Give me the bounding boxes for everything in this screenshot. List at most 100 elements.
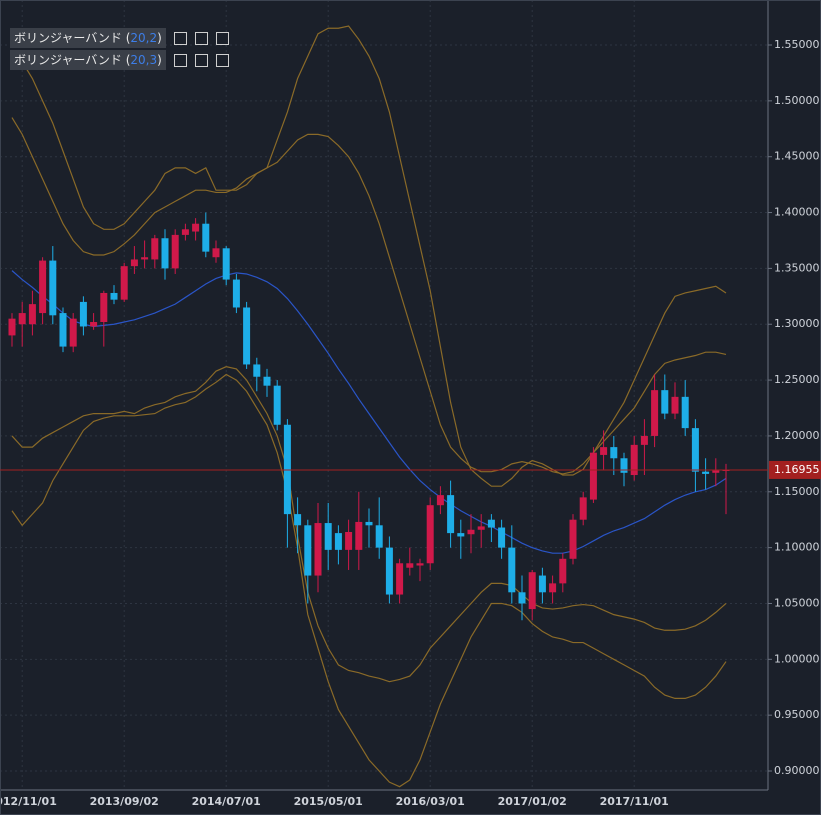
candle-body [90,322,98,327]
y-tick-label: 1.05000 [774,596,820,609]
candle-body [528,572,536,610]
y-tick-label: 1.30000 [774,317,820,330]
band-line [11,373,727,788]
candle-body [212,248,220,258]
candle-body [283,424,291,515]
candle-body [39,260,47,314]
visibility-button[interactable] [194,31,208,45]
candle-body [651,390,659,436]
last-price-label: 1.16955 [774,463,820,476]
candle-body [141,257,149,260]
candle-body [151,238,159,260]
candle-body [600,447,608,455]
candle-body [467,529,475,535]
candle-body [722,470,730,472]
legend-label: ボリンジャーバンド (20,2) [10,28,166,48]
x-tick-label: 2017/01/02 [498,795,567,808]
candle-body [589,452,597,500]
candle-body [671,396,679,414]
candle-body [640,435,648,445]
candle-body [324,523,332,550]
candle-body [712,470,720,473]
candle-body [579,497,587,520]
y-tick-label: 1.25000 [774,373,820,386]
candle-body [49,260,57,316]
candle-body [355,521,363,550]
legend-label: ボリンジャーバンド (20,3) [10,50,166,70]
candle-body [610,447,618,459]
candle-body [365,521,373,526]
candle-body [294,514,302,526]
x-tick-label: 2017/11/01 [600,795,669,808]
candle-body [498,527,506,548]
candle-body [79,301,87,327]
legend-label: ボリンジャーバンド ( [14,53,131,67]
x-tick-label: 2015/05/01 [294,795,363,808]
legend-item: ボリンジャーバンド (20,3) [10,50,229,70]
candle-body [385,547,393,595]
x-tick-label: 2016/03/01 [396,795,465,808]
close-button[interactable] [215,53,229,67]
candle-body [253,364,261,377]
y-tick-label: 1.50000 [774,94,820,107]
candle-body [436,495,444,506]
candle-body [702,471,710,474]
candle-body [681,396,689,429]
y-tick-label: 1.20000 [774,429,820,442]
candle-body [487,519,495,528]
candle-body [273,385,281,425]
candle-body [18,313,26,325]
candle-body [304,525,312,576]
candle-body [263,376,271,386]
candle-body [406,563,414,568]
candle-body [620,458,628,473]
band-line [11,117,727,475]
candle-body [477,526,485,530]
legend-label: ボリンジャーバンド ( [14,31,131,45]
y-tick-label: 0.95000 [774,708,820,721]
candle-body [630,444,638,476]
candle-body [447,495,455,534]
last-price-box [769,460,821,479]
candle-body [171,234,179,269]
candle-body [120,266,128,300]
legend-params: 20,3 [130,53,158,67]
plot [0,0,768,790]
legend: ボリンジャーバンド (20,2) ボリンジャーバンド (20,3) [10,28,229,72]
candle-body [59,313,67,347]
candle-body [426,505,434,564]
close-button[interactable] [215,31,229,45]
y-tick-label: 1.35000 [774,261,820,274]
candle-body [416,563,424,566]
candle-body [518,592,526,604]
candle-body [538,575,546,593]
settings-button[interactable] [173,53,187,67]
candle-body [243,307,251,365]
legend-close: ) [157,31,162,45]
x-tick-label: 2014/07/01 [192,795,261,808]
y-tick-label: 1.00000 [774,652,820,665]
candle-body [161,238,169,269]
visibility-button[interactable] [194,53,208,67]
y-tick-label: 0.90000 [774,764,820,777]
candle-body [508,547,516,593]
band-line [11,25,727,487]
candle-body [181,229,189,235]
y-tick-label: 1.55000 [774,38,820,51]
legend-params: 20,2 [130,31,158,45]
candle-body [222,248,230,280]
settings-button[interactable] [173,31,187,45]
band-line [11,270,727,554]
candle-body [569,519,577,559]
candle-body [8,318,16,336]
candle-body [457,533,465,537]
y-tick-label: 1.10000 [774,541,820,554]
candle-body [549,583,557,593]
candle-body [314,523,322,576]
candle-body [110,292,118,300]
candle-body [232,279,240,308]
candle-body [345,531,353,550]
